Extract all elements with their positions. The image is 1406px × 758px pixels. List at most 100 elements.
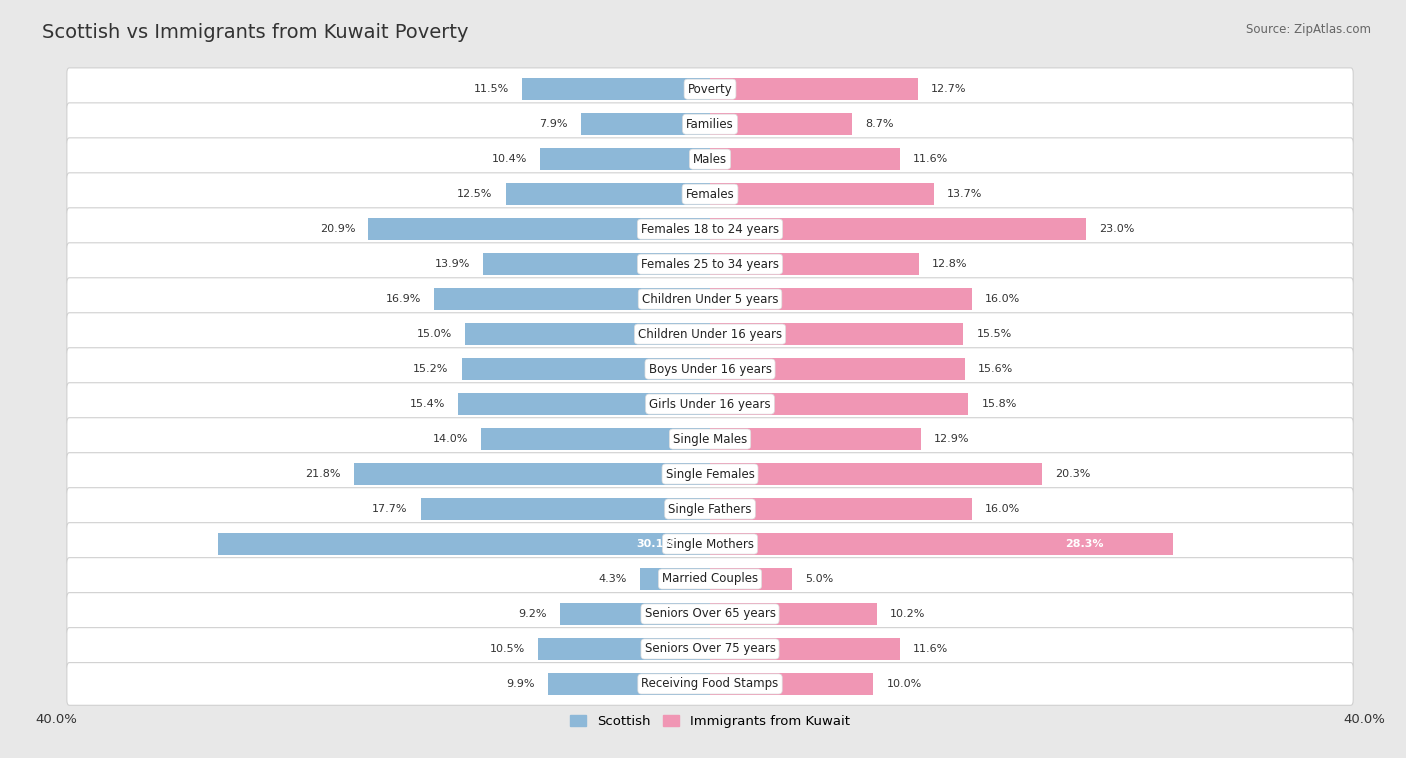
Text: 11.5%: 11.5%: [474, 84, 509, 94]
Text: 20.9%: 20.9%: [319, 224, 356, 234]
Bar: [710, 288, 972, 310]
Bar: [368, 218, 710, 240]
Text: 11.6%: 11.6%: [912, 644, 948, 654]
Bar: [710, 149, 900, 170]
FancyBboxPatch shape: [67, 173, 1353, 215]
Text: Receiving Food Stamps: Receiving Food Stamps: [641, 678, 779, 691]
Text: 8.7%: 8.7%: [865, 119, 894, 129]
Bar: [506, 183, 710, 205]
Bar: [581, 114, 710, 135]
Bar: [710, 393, 969, 415]
FancyBboxPatch shape: [67, 523, 1353, 565]
Bar: [710, 323, 963, 345]
Bar: [710, 428, 921, 450]
Text: Married Couples: Married Couples: [662, 572, 758, 585]
Text: 12.8%: 12.8%: [932, 259, 967, 269]
Bar: [640, 568, 710, 590]
Text: Children Under 16 years: Children Under 16 years: [638, 327, 782, 340]
Bar: [354, 463, 710, 485]
Legend: Scottish, Immigrants from Kuwait: Scottish, Immigrants from Kuwait: [565, 709, 855, 733]
FancyBboxPatch shape: [67, 662, 1353, 705]
Text: Scottish vs Immigrants from Kuwait Poverty: Scottish vs Immigrants from Kuwait Pover…: [42, 23, 468, 42]
Text: Females 25 to 34 years: Females 25 to 34 years: [641, 258, 779, 271]
Text: 5.0%: 5.0%: [804, 574, 834, 584]
FancyBboxPatch shape: [67, 138, 1353, 180]
Bar: [710, 498, 972, 520]
Text: 12.9%: 12.9%: [934, 434, 970, 444]
Text: 16.9%: 16.9%: [385, 294, 420, 304]
Text: 9.9%: 9.9%: [506, 679, 536, 689]
FancyBboxPatch shape: [67, 487, 1353, 531]
Text: Families: Families: [686, 117, 734, 130]
Text: 9.2%: 9.2%: [517, 609, 547, 619]
FancyBboxPatch shape: [67, 593, 1353, 635]
Text: 15.5%: 15.5%: [976, 329, 1012, 339]
Text: 17.7%: 17.7%: [373, 504, 408, 514]
Text: 20.3%: 20.3%: [1054, 469, 1090, 479]
Text: Seniors Over 65 years: Seniors Over 65 years: [644, 607, 776, 621]
FancyBboxPatch shape: [67, 453, 1353, 496]
FancyBboxPatch shape: [67, 103, 1353, 146]
Bar: [458, 393, 710, 415]
Bar: [538, 638, 710, 659]
Bar: [420, 498, 710, 520]
FancyBboxPatch shape: [67, 418, 1353, 460]
Text: 12.7%: 12.7%: [931, 84, 966, 94]
Bar: [710, 218, 1085, 240]
Text: Girls Under 16 years: Girls Under 16 years: [650, 398, 770, 411]
Text: Boys Under 16 years: Boys Under 16 years: [648, 362, 772, 375]
Text: 10.0%: 10.0%: [887, 679, 922, 689]
Text: 28.3%: 28.3%: [1064, 539, 1104, 549]
Bar: [461, 359, 710, 380]
Text: 15.8%: 15.8%: [981, 399, 1017, 409]
Bar: [465, 323, 710, 345]
Bar: [710, 638, 900, 659]
Text: 7.9%: 7.9%: [540, 119, 568, 129]
Text: 10.2%: 10.2%: [890, 609, 925, 619]
Bar: [710, 463, 1042, 485]
Bar: [710, 78, 918, 100]
Text: Single Mothers: Single Mothers: [666, 537, 754, 550]
Text: 21.8%: 21.8%: [305, 469, 340, 479]
Text: Males: Males: [693, 152, 727, 166]
FancyBboxPatch shape: [67, 558, 1353, 600]
Text: 14.0%: 14.0%: [433, 434, 468, 444]
Text: 30.1%: 30.1%: [637, 539, 675, 549]
Bar: [522, 78, 710, 100]
FancyBboxPatch shape: [67, 628, 1353, 670]
Bar: [710, 253, 920, 275]
Text: Single Fathers: Single Fathers: [668, 503, 752, 515]
Text: Single Males: Single Males: [673, 433, 747, 446]
Text: 10.4%: 10.4%: [492, 154, 527, 164]
Bar: [218, 533, 710, 555]
FancyBboxPatch shape: [67, 243, 1353, 286]
Text: Females 18 to 24 years: Females 18 to 24 years: [641, 223, 779, 236]
Bar: [540, 149, 710, 170]
Text: 15.4%: 15.4%: [411, 399, 446, 409]
Text: 12.5%: 12.5%: [457, 190, 492, 199]
Bar: [710, 183, 934, 205]
Text: 16.0%: 16.0%: [984, 294, 1019, 304]
Text: Single Females: Single Females: [665, 468, 755, 481]
FancyBboxPatch shape: [67, 208, 1353, 250]
FancyBboxPatch shape: [67, 383, 1353, 425]
Text: Source: ZipAtlas.com: Source: ZipAtlas.com: [1246, 23, 1371, 36]
Text: Poverty: Poverty: [688, 83, 733, 96]
Text: 15.0%: 15.0%: [416, 329, 451, 339]
Bar: [710, 359, 965, 380]
Text: Females: Females: [686, 188, 734, 201]
Text: 4.3%: 4.3%: [599, 574, 627, 584]
Text: 11.6%: 11.6%: [912, 154, 948, 164]
Text: Children Under 5 years: Children Under 5 years: [641, 293, 779, 305]
Bar: [710, 603, 877, 625]
Bar: [434, 288, 710, 310]
FancyBboxPatch shape: [67, 348, 1353, 390]
Bar: [710, 114, 852, 135]
FancyBboxPatch shape: [67, 313, 1353, 356]
Bar: [710, 568, 792, 590]
Bar: [482, 253, 710, 275]
Bar: [560, 603, 710, 625]
Text: 16.0%: 16.0%: [984, 504, 1019, 514]
Text: 15.6%: 15.6%: [979, 364, 1014, 374]
FancyBboxPatch shape: [67, 68, 1353, 111]
